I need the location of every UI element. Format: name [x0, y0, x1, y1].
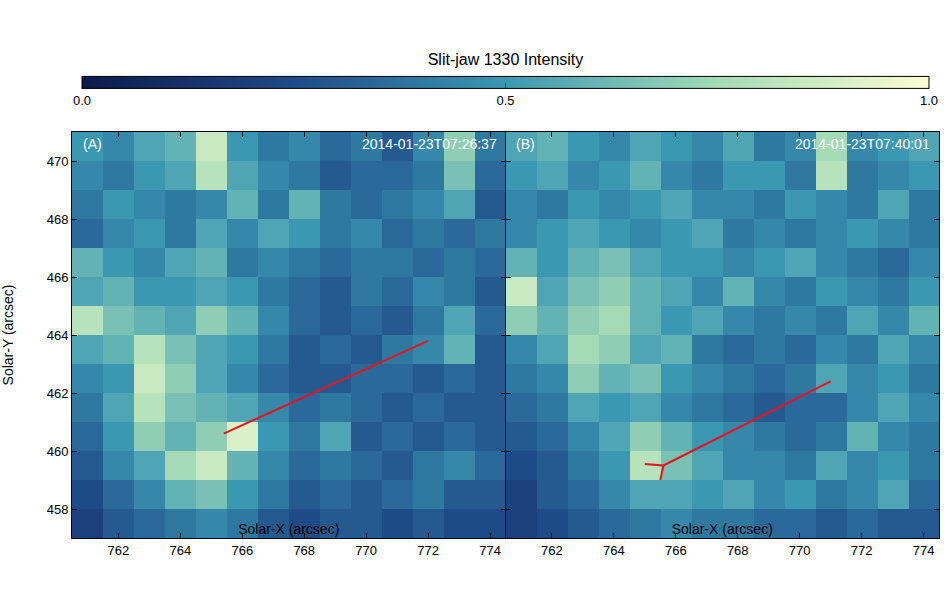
- svg-text:464: 464: [47, 328, 69, 343]
- svg-text:462: 462: [47, 386, 69, 401]
- svg-text:470: 470: [47, 154, 69, 169]
- svg-text:468: 468: [47, 212, 69, 227]
- svg-text:Slit-jaw 1330 Intensity: Slit-jaw 1330 Intensity: [428, 51, 584, 68]
- svg-text:(B): (B): [516, 136, 535, 152]
- svg-text:772: 772: [417, 543, 439, 558]
- svg-text:2014-01-23T07:26:37: 2014-01-23T07:26:37: [362, 136, 497, 152]
- svg-text:2014-01-23T07:40:01: 2014-01-23T07:40:01: [795, 136, 930, 152]
- svg-text:Solar-X (arcsec): Solar-X (arcsec): [238, 521, 339, 537]
- svg-text:762: 762: [541, 543, 563, 558]
- svg-text:Solar-X (arcsec): Solar-X (arcsec): [672, 521, 773, 537]
- svg-text:768: 768: [727, 543, 749, 558]
- svg-text:774: 774: [913, 543, 935, 558]
- svg-text:0.0: 0.0: [73, 93, 91, 108]
- svg-text:Solar-Y (arcsec): Solar-Y (arcsec): [0, 285, 16, 386]
- svg-text:764: 764: [603, 543, 625, 558]
- svg-text:458: 458: [47, 502, 69, 517]
- svg-text:766: 766: [665, 543, 687, 558]
- svg-text:766: 766: [231, 543, 253, 558]
- svg-text:460: 460: [47, 444, 69, 459]
- svg-text:774: 774: [479, 543, 501, 558]
- svg-text:764: 764: [170, 543, 192, 558]
- svg-text:466: 466: [47, 270, 69, 285]
- svg-text:768: 768: [293, 543, 315, 558]
- svg-text:0.5: 0.5: [496, 93, 514, 108]
- svg-text:1.0: 1.0: [920, 93, 938, 108]
- svg-text:770: 770: [355, 543, 377, 558]
- svg-text:(A): (A): [83, 136, 102, 152]
- svg-text:770: 770: [789, 543, 811, 558]
- svg-text:772: 772: [851, 543, 873, 558]
- svg-text:762: 762: [108, 543, 130, 558]
